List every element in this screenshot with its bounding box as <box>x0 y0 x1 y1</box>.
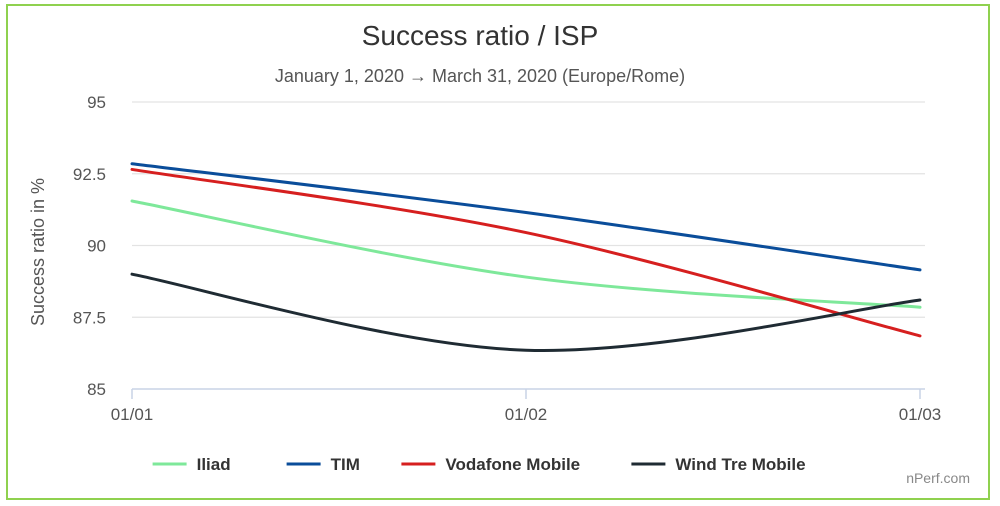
series-line-iliad <box>130 199 922 309</box>
y-tick-label: 95 <box>87 93 106 112</box>
x-axis: 01/01 01/02 01/03 <box>111 388 942 424</box>
series-lines <box>130 162 922 353</box>
chart-title: Success ratio / ISP <box>361 20 599 51</box>
series-line-tim <box>130 162 922 272</box>
legend-item-tim[interactable]: TIM <box>286 455 360 474</box>
x-tick-label: 01/01 <box>111 405 154 424</box>
x-tick-label: 01/03 <box>899 405 942 424</box>
grid-lines <box>132 101 925 318</box>
legend-label: Iliad <box>197 455 231 474</box>
y-tick-label: 85 <box>87 380 106 399</box>
x-tick-label: 01/02 <box>505 405 548 424</box>
series-line-wind-tre-mobile <box>130 272 922 353</box>
legend-label: Wind Tre Mobile <box>675 455 805 474</box>
legend-label: Vodafone Mobile <box>445 455 580 474</box>
y-axis-ticks: 85 87.5 90 92.5 95 <box>73 93 106 399</box>
line-chart: 85 87.5 90 92.5 95 01/01 01/02 01/03 Iliad TIM V… <box>28 93 942 474</box>
legend-item-vodafone-mobile[interactable]: Vodafone Mobile <box>401 455 580 474</box>
y-tick-label: 90 <box>87 237 106 256</box>
y-tick-label: 92.5 <box>73 165 106 184</box>
legend-item-iliad[interactable]: Iliad <box>152 455 231 474</box>
credit-text: nPerf.com <box>906 470 970 486</box>
legend: Iliad TIM Vodafone Mobile Wind Tre Mobile <box>152 455 806 474</box>
chart-subtitle: January 1, 2020 → March 31, 2020 (Europe… <box>274 66 686 86</box>
series-line-vodafone-mobile <box>130 167 922 338</box>
y-axis-label: Success ratio in % <box>28 178 48 326</box>
legend-label: TIM <box>331 455 360 474</box>
chart-frame: Success ratio / ISP January 1, 2020 → Ma… <box>6 4 990 500</box>
y-tick-label: 87.5 <box>73 308 106 327</box>
legend-item-wind-tre-mobile[interactable]: Wind Tre Mobile <box>631 455 806 474</box>
